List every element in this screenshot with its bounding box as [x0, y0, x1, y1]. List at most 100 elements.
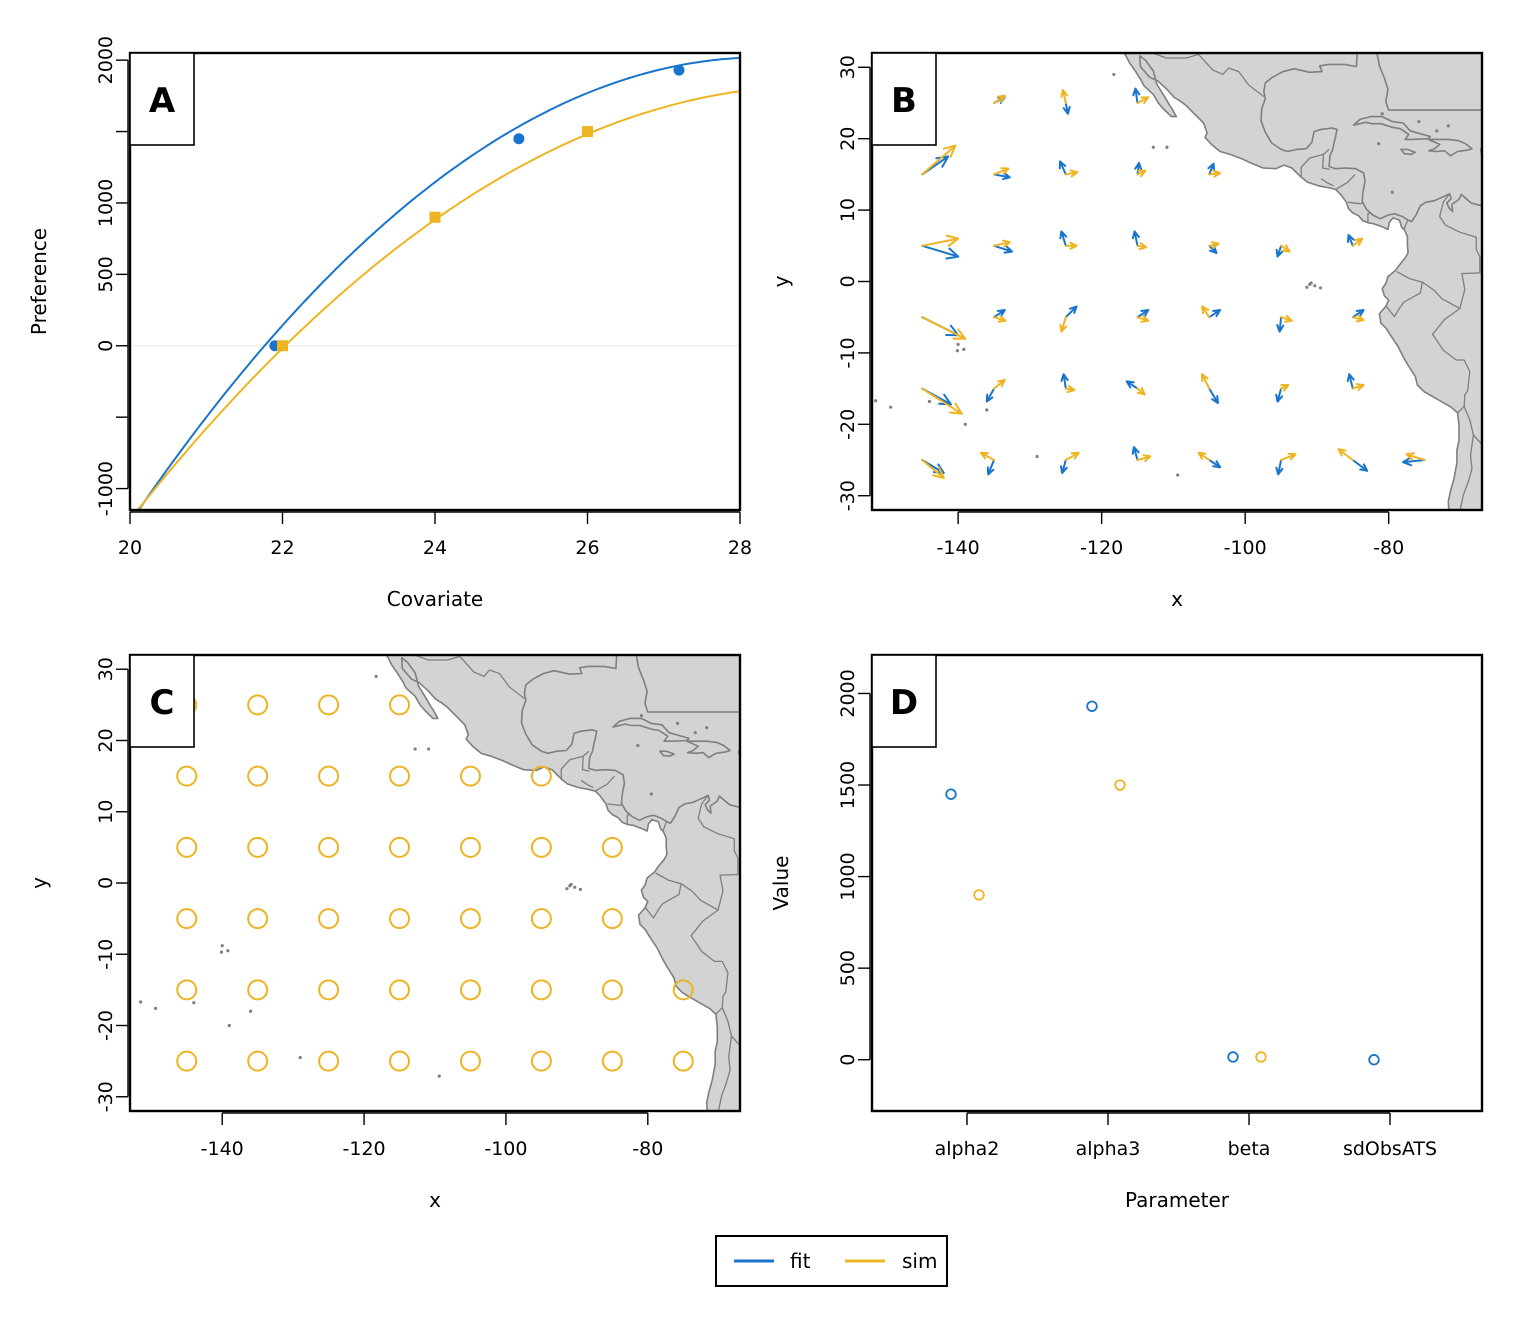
country-border	[1367, 212, 1371, 223]
y-tick-label: -10	[837, 337, 859, 368]
point-sim	[277, 340, 288, 352]
island	[248, 1009, 253, 1013]
arrow-sim	[1351, 237, 1364, 247]
location-sim	[389, 908, 411, 930]
country-border	[1459, 434, 1475, 510]
panel-c-points	[176, 694, 694, 1072]
arrow-fit	[1059, 459, 1068, 474]
x-tick-label: -140	[201, 1138, 244, 1160]
arrow-fit	[1136, 309, 1150, 319]
x-axis: -140 -120 -100 -80	[201, 1112, 663, 1160]
country-border	[594, 775, 615, 792]
country-border	[680, 883, 729, 1015]
panel-label: A	[129, 52, 195, 146]
y-axis: -30 -20 -10 0 10 20 30	[95, 657, 129, 1112]
x-axis-title: x	[429, 1188, 441, 1212]
country-border	[1320, 178, 1334, 187]
plot-frame	[128, 653, 742, 1113]
island	[963, 422, 967, 426]
arrow-sim	[1136, 242, 1148, 251]
country-border	[1300, 148, 1330, 178]
arrow-sim	[993, 94, 1006, 104]
island	[220, 944, 224, 948]
y-tick-label: 0	[95, 877, 117, 889]
island	[569, 882, 573, 887]
island	[705, 726, 709, 730]
x-axis: -140 -120 -100 -80	[937, 511, 1404, 559]
x-tick-label: -140	[937, 537, 980, 559]
arrow-fit	[921, 244, 960, 260]
island	[427, 747, 431, 751]
parameter-point-fit	[1368, 1054, 1380, 1066]
y-tick-label: 1500	[837, 761, 859, 809]
arrow-sim	[1351, 314, 1365, 323]
arrow-fit	[993, 309, 1006, 319]
arrow-fit	[1062, 102, 1071, 115]
y-tick-label: 1000	[837, 852, 859, 900]
arrow-sim	[1197, 451, 1211, 461]
x-tick-label: 28	[728, 537, 752, 559]
arrow-sim	[1201, 305, 1211, 319]
panel-label-box	[129, 52, 195, 146]
map-land	[817, 53, 1482, 510]
arrow-sim	[921, 387, 963, 415]
location-sim	[601, 1050, 623, 1072]
arrow-fit	[1131, 446, 1140, 461]
arrow-sim	[993, 379, 1006, 390]
landmass-americas	[1123, 53, 1482, 510]
y-tick-label: 2000	[95, 36, 117, 84]
location-sim	[247, 979, 269, 1001]
y-tick-label: -20	[837, 409, 859, 440]
country-border	[560, 750, 590, 779]
arrow-sim	[921, 234, 960, 247]
location-sim	[389, 979, 411, 1001]
panel-label-box	[129, 654, 195, 748]
location-sim	[672, 1050, 694, 1072]
arrow-sim	[1136, 314, 1150, 323]
island	[192, 1001, 196, 1005]
y-tick-label: 0	[837, 1054, 859, 1066]
y-tick-label: -10	[95, 939, 117, 970]
arrow-fit	[1125, 380, 1139, 390]
location-sim	[530, 1050, 552, 1072]
location-sim	[318, 765, 340, 787]
arrow-sim	[1280, 244, 1291, 253]
location-sim	[389, 765, 411, 787]
arrow-fit	[1351, 309, 1365, 319]
arrow-sim	[993, 315, 1007, 323]
preference-curve-sim	[136, 90, 740, 510]
island	[675, 721, 680, 726]
arrow-sim	[1280, 314, 1293, 323]
location-sim	[247, 694, 269, 716]
country-border	[1335, 173, 1356, 190]
island	[781, 782, 784, 785]
arrow-sim	[1064, 451, 1080, 461]
arrow-sim	[1059, 316, 1068, 333]
y-tick-label: 10	[837, 198, 859, 222]
y-tick-label: 2000	[837, 669, 859, 717]
island	[1165, 145, 1169, 149]
arrow-fit	[1208, 387, 1219, 404]
arrow-fit	[1275, 387, 1284, 403]
arrow-fit	[1131, 230, 1140, 247]
y-axis: 0 500 1000 1500 2000	[837, 669, 871, 1066]
x-tick-label: -100	[484, 1138, 527, 1160]
arrow-fit	[1276, 316, 1285, 333]
location-sim	[176, 1050, 198, 1072]
island	[1380, 112, 1384, 116]
location-sim	[247, 836, 269, 858]
location-sim	[459, 979, 481, 1001]
y-tick-label: -1000	[95, 461, 117, 516]
x-axis-title: Parameter	[1125, 1188, 1230, 1212]
island	[413, 747, 417, 751]
island	[693, 731, 697, 735]
location-sim	[318, 908, 340, 930]
country-border	[1385, 270, 1424, 318]
x-axis: 20 22 24 26 28	[118, 511, 752, 559]
landmass-jamaica	[1400, 148, 1417, 156]
island	[1112, 72, 1116, 77]
island	[817, 123, 820, 126]
arrow-sim	[1201, 373, 1211, 390]
x-tick-label: sdObsATS	[1343, 1138, 1437, 1160]
